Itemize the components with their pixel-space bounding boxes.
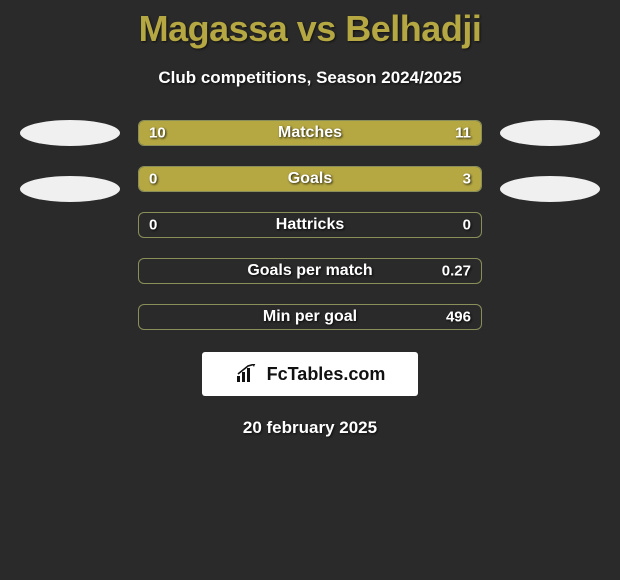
player-left-column xyxy=(20,120,120,202)
stat-bar: 0 Hattricks 0 xyxy=(138,212,482,238)
bar-label: Min per goal xyxy=(263,308,357,326)
bar-value-left: 10 xyxy=(149,125,166,142)
bar-value-right: 0.27 xyxy=(442,263,471,280)
chart-icon xyxy=(235,364,261,384)
date-text: 20 february 2025 xyxy=(0,418,620,438)
page-subtitle: Club competitions, Season 2024/2025 xyxy=(0,68,620,88)
player-left-avatar-2 xyxy=(20,176,120,202)
player-right-avatar-1 xyxy=(500,120,600,146)
stat-bar: 0 Goals 3 xyxy=(138,166,482,192)
bar-value-right: 11 xyxy=(455,125,471,142)
stat-bar: 10 Matches 11 xyxy=(138,120,482,146)
bar-value-left: 0 xyxy=(149,217,157,234)
bar-value-left: 0 xyxy=(149,171,157,188)
player-left-avatar-1 xyxy=(20,120,120,146)
branding-text: FcTables.com xyxy=(267,364,386,385)
page-title: Magassa vs Belhadji xyxy=(0,8,620,50)
comparison-widget: Magassa vs Belhadji Club competitions, S… xyxy=(0,0,620,438)
stat-bar: Goals per match 0.27 xyxy=(138,258,482,284)
bar-label: Hattricks xyxy=(276,216,344,234)
player-right-column xyxy=(500,120,600,202)
bar-value-right: 0 xyxy=(463,217,471,234)
bar-label: Matches xyxy=(278,124,342,142)
player-right-avatar-2 xyxy=(500,176,600,202)
stat-bar: Min per goal 496 xyxy=(138,304,482,330)
branding-badge[interactable]: FcTables.com xyxy=(202,352,418,396)
bar-fill-right xyxy=(201,167,481,191)
bar-label: Goals per match xyxy=(247,262,372,280)
main-area: 10 Matches 11 0 Goals 3 0 Hattricks 0 Goals per m… xyxy=(0,120,620,330)
stats-bars: 10 Matches 11 0 Goals 3 0 Hattricks 0 Goals per m… xyxy=(138,120,482,330)
bar-label: Goals xyxy=(288,170,332,188)
bar-value-right: 3 xyxy=(463,171,471,188)
bar-value-right: 496 xyxy=(446,309,471,326)
